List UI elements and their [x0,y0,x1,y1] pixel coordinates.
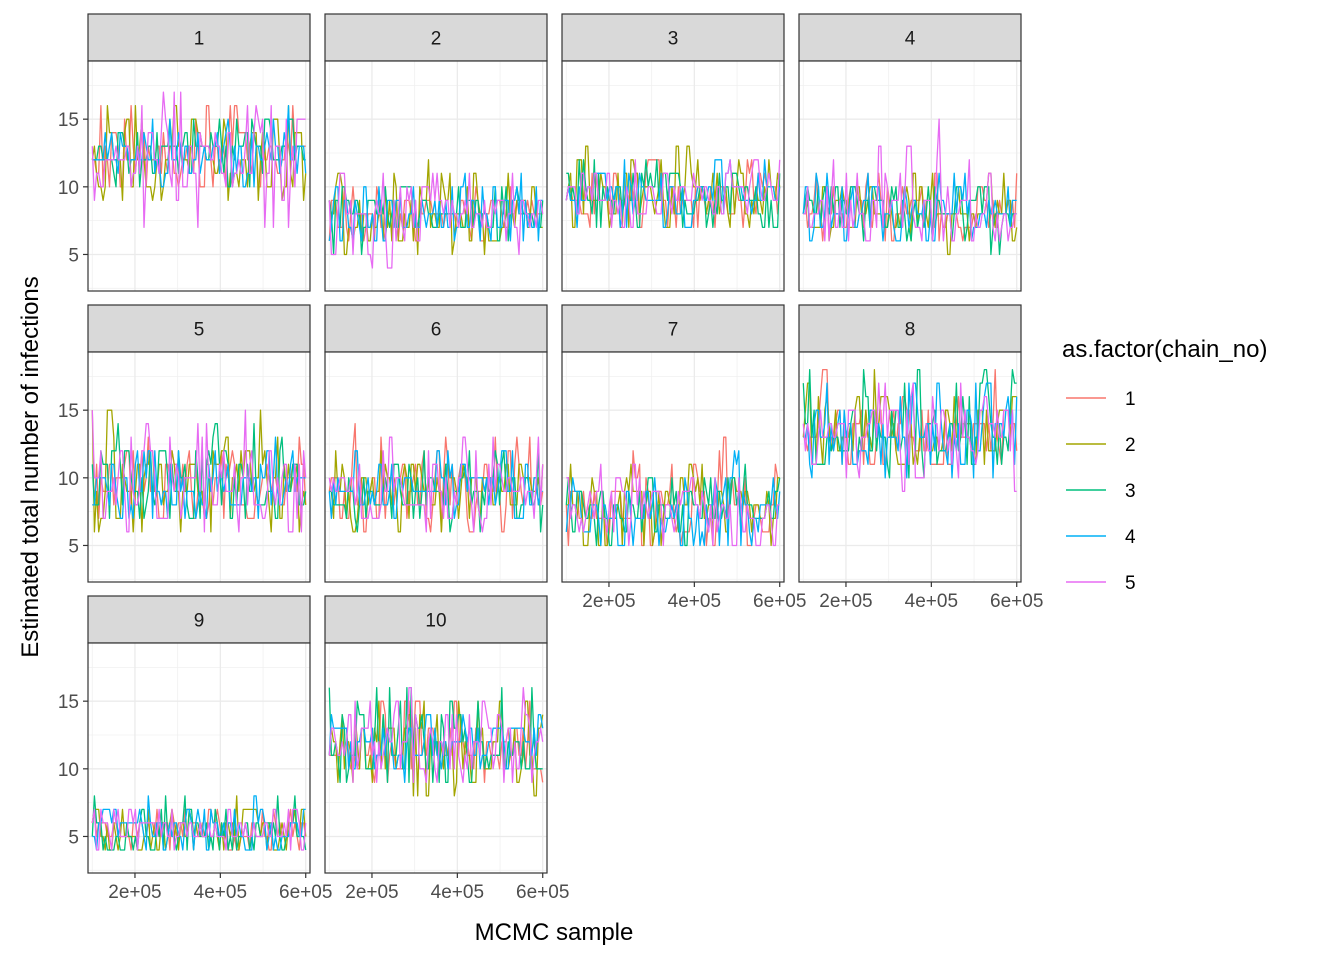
trace-line-chain-4 [328,450,543,520]
facet-panel-10: 10 2e+05 4e+05 6e+05 [324,595,569,903]
facet-panel-9: 9 5 10 15 2e+05 4e+05 6e+05 [58,595,332,903]
legend-entry-4: 4 [1066,527,1136,548]
trace-line-chain-5 [566,463,780,547]
panel-border [561,351,785,583]
y-tick-label: 5 [68,536,79,557]
panel-background [325,61,547,291]
panel-border [87,60,311,292]
trace-line-chain-5 [91,808,307,851]
panel-border [87,351,311,583]
trace-line-chain-5 [91,91,306,229]
facet-strip-label: 2 [431,29,442,50]
legend-entry-5: 5 [1066,573,1136,594]
x-tick-label: 6e+05 [516,882,569,903]
facet-strip-label: 7 [668,320,679,341]
legend-label: 5 [1125,573,1136,594]
legend-entry-2: 2 [1066,435,1136,456]
y-tick-label: 10 [58,469,79,490]
legend-entry-1: 1 [1066,389,1136,410]
x-tick-label: 4e+05 [905,591,958,612]
legend-label: 1 [1125,389,1136,410]
y-axis-title: Estimated total number of infections [17,276,44,658]
panel-border [561,60,785,292]
trace-line-chain-5 [802,382,1017,493]
facet-strip [87,13,311,62]
panel-border [324,351,548,583]
legend-label: 3 [1125,481,1136,502]
facet-panel-8: 8 2e+05 4e+05 6e+05 [798,304,1043,612]
x-tick-label: 4e+05 [431,882,484,903]
trace-line-chain-3 [328,186,544,256]
x-tick-label: 2e+05 [582,591,635,612]
x-tick-label: 6e+05 [990,591,1043,612]
legend-label: 2 [1125,435,1136,456]
facet-strip-label: 3 [668,29,679,50]
x-tick-label: 2e+05 [345,882,398,903]
panel-border [798,60,1022,292]
panel-background [799,352,1021,582]
legend-label: 4 [1125,527,1136,548]
panel-border [324,60,548,292]
panel-background [562,352,784,582]
facet-strip-label: 5 [194,320,205,341]
y-tick-label: 5 [68,245,79,266]
x-tick-label: 6e+05 [753,591,806,612]
x-tick-label: 2e+05 [108,882,161,903]
trace-line-chain-4 [565,450,781,547]
trace-line-chain-5 [803,118,1017,242]
facet-panel-7: 7 2e+05 4e+05 6e+05 [561,304,806,612]
facet-strip [561,304,785,353]
facet-strip [324,13,548,62]
x-tick-label: 6e+05 [279,882,332,903]
x-tick-label: 4e+05 [668,591,721,612]
trace-line-chain-4 [92,436,306,520]
panel-border [87,642,311,874]
facet-strip-label: 6 [431,320,442,341]
facet-panel-3: 3 [561,13,785,292]
panel-background [799,61,1021,291]
y-tick-label: 10 [58,178,79,199]
facet-panel-5: 5 5 10 15 [58,304,311,583]
y-tick-label: 15 [58,692,79,713]
panel-border [324,642,548,874]
trace-line-chain-5 [328,436,544,533]
trace-line-chain-4 [328,172,543,242]
trace-line-chain-2 [91,104,307,202]
facet-strip-label: 10 [425,611,446,632]
trace-line-chain-5 [91,409,307,533]
facet-strip-label: 9 [194,611,205,632]
y-tick-label: 15 [58,401,79,422]
trace-line-chain-5 [328,172,544,269]
facet-strip-label: 8 [905,320,916,341]
x-tick-label: 4e+05 [194,882,247,903]
facet-strip [798,304,1022,353]
facet-panel-6: 6 [324,304,548,583]
y-tick-label: 15 [58,110,79,131]
trace-line-chain-4 [328,714,544,784]
x-tick-label: 2e+05 [819,591,872,612]
y-tick-label: 10 [58,760,79,781]
legend-title: as.factor(chain_no) [1062,336,1267,363]
facet-strip [561,13,785,62]
y-tick-label: 5 [68,827,79,848]
facet-panel-2: 2 [324,13,548,292]
panel-border [798,351,1022,583]
trace-line-chain-5 [328,686,544,784]
legend: as.factor(chain_no) 1 2 3 4 5 [1062,336,1267,594]
x-axis-title: MCMC sample [475,919,634,946]
facet-panel-4: 4 [798,13,1022,292]
facet-strip-label: 1 [194,29,205,50]
trace-line-chain-5 [565,159,781,229]
trace-line-chain-4 [803,382,1018,479]
trace-line-chain-4 [565,159,781,229]
legend-entry-3: 3 [1066,481,1136,502]
panel-background [88,643,310,873]
facet-strip-label: 4 [905,29,916,50]
